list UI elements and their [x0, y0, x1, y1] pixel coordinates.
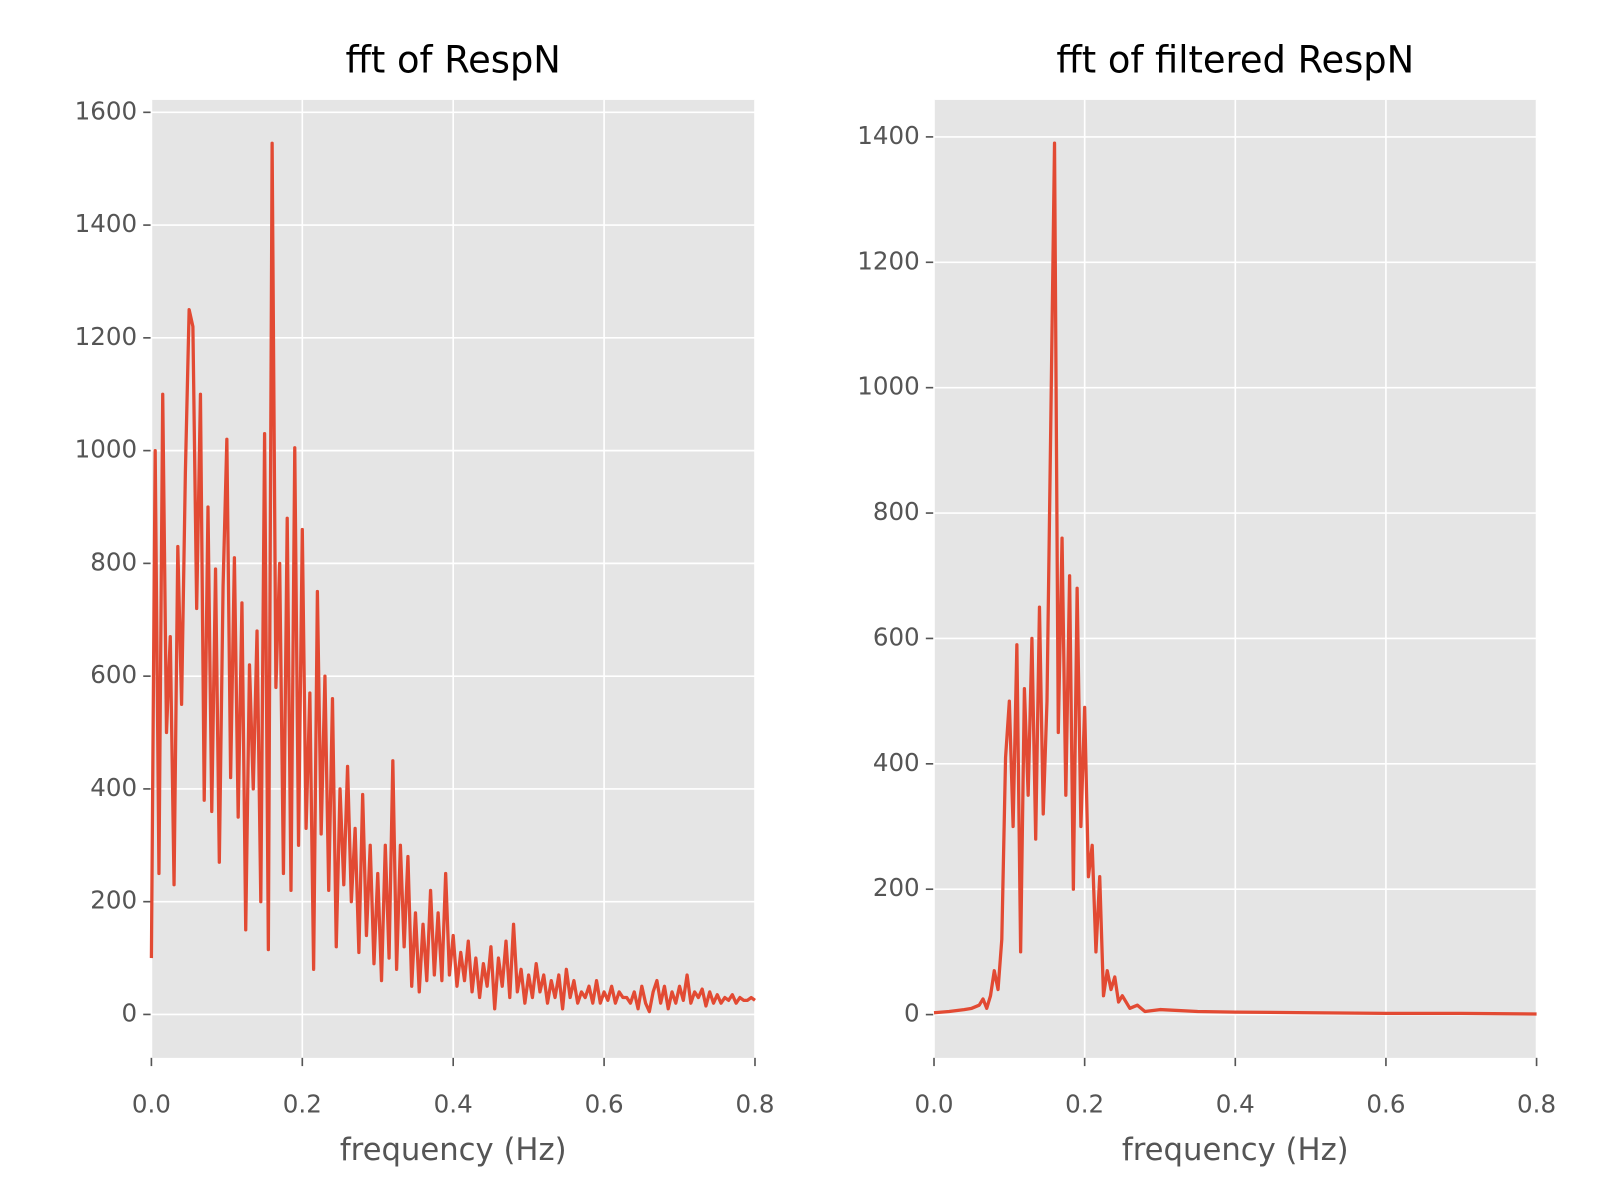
- y-tick-label: 400: [90, 773, 137, 802]
- y-tick-label: 0: [121, 998, 137, 1027]
- y-tick-label: 800: [873, 497, 920, 526]
- x-tick-label: 0.6: [585, 1089, 624, 1118]
- x-tick-label: 0.6: [1366, 1089, 1405, 1118]
- y-tick-label: 200: [873, 873, 920, 902]
- y-tick-label: 0: [904, 999, 920, 1028]
- x-tick-label: 0.2: [283, 1089, 322, 1118]
- x-axis-label: frequency (Hz): [1122, 1132, 1349, 1168]
- y-tick-label: 1400: [857, 121, 919, 150]
- x-tick-label: 0.8: [735, 1089, 774, 1118]
- y-tick-label: 400: [873, 748, 920, 777]
- y-tick-label: 600: [873, 622, 920, 651]
- x-tick-label: 0.8: [1517, 1089, 1556, 1118]
- chart-title: fft of filtered RespN: [1056, 38, 1414, 81]
- y-tick-label: 1600: [75, 96, 137, 125]
- line: [149, 141, 756, 1014]
- y-tick-label: 1000: [857, 372, 919, 401]
- x-tick-label: 0.4: [434, 1089, 473, 1118]
- x-axis-label: frequency (Hz): [340, 1132, 567, 1168]
- chart-title: fft of RespN: [346, 38, 561, 81]
- x-tick-label: 0.4: [1216, 1089, 1255, 1118]
- x-tick-label: 0.0: [914, 1089, 953, 1118]
- y-tick-label: 1200: [75, 322, 137, 351]
- y-tick-label: 1400: [75, 209, 137, 238]
- line: [933, 141, 1537, 1016]
- y-tick-label: 600: [90, 660, 137, 689]
- y-tick-label: 1200: [857, 246, 919, 275]
- x-tick-label: 0.0: [132, 1089, 171, 1118]
- y-tick-label: 200: [90, 886, 137, 915]
- x-tick-label: 0.2: [1065, 1089, 1104, 1118]
- y-tick-label: 1000: [75, 435, 137, 464]
- y-tick-label: 800: [90, 547, 137, 576]
